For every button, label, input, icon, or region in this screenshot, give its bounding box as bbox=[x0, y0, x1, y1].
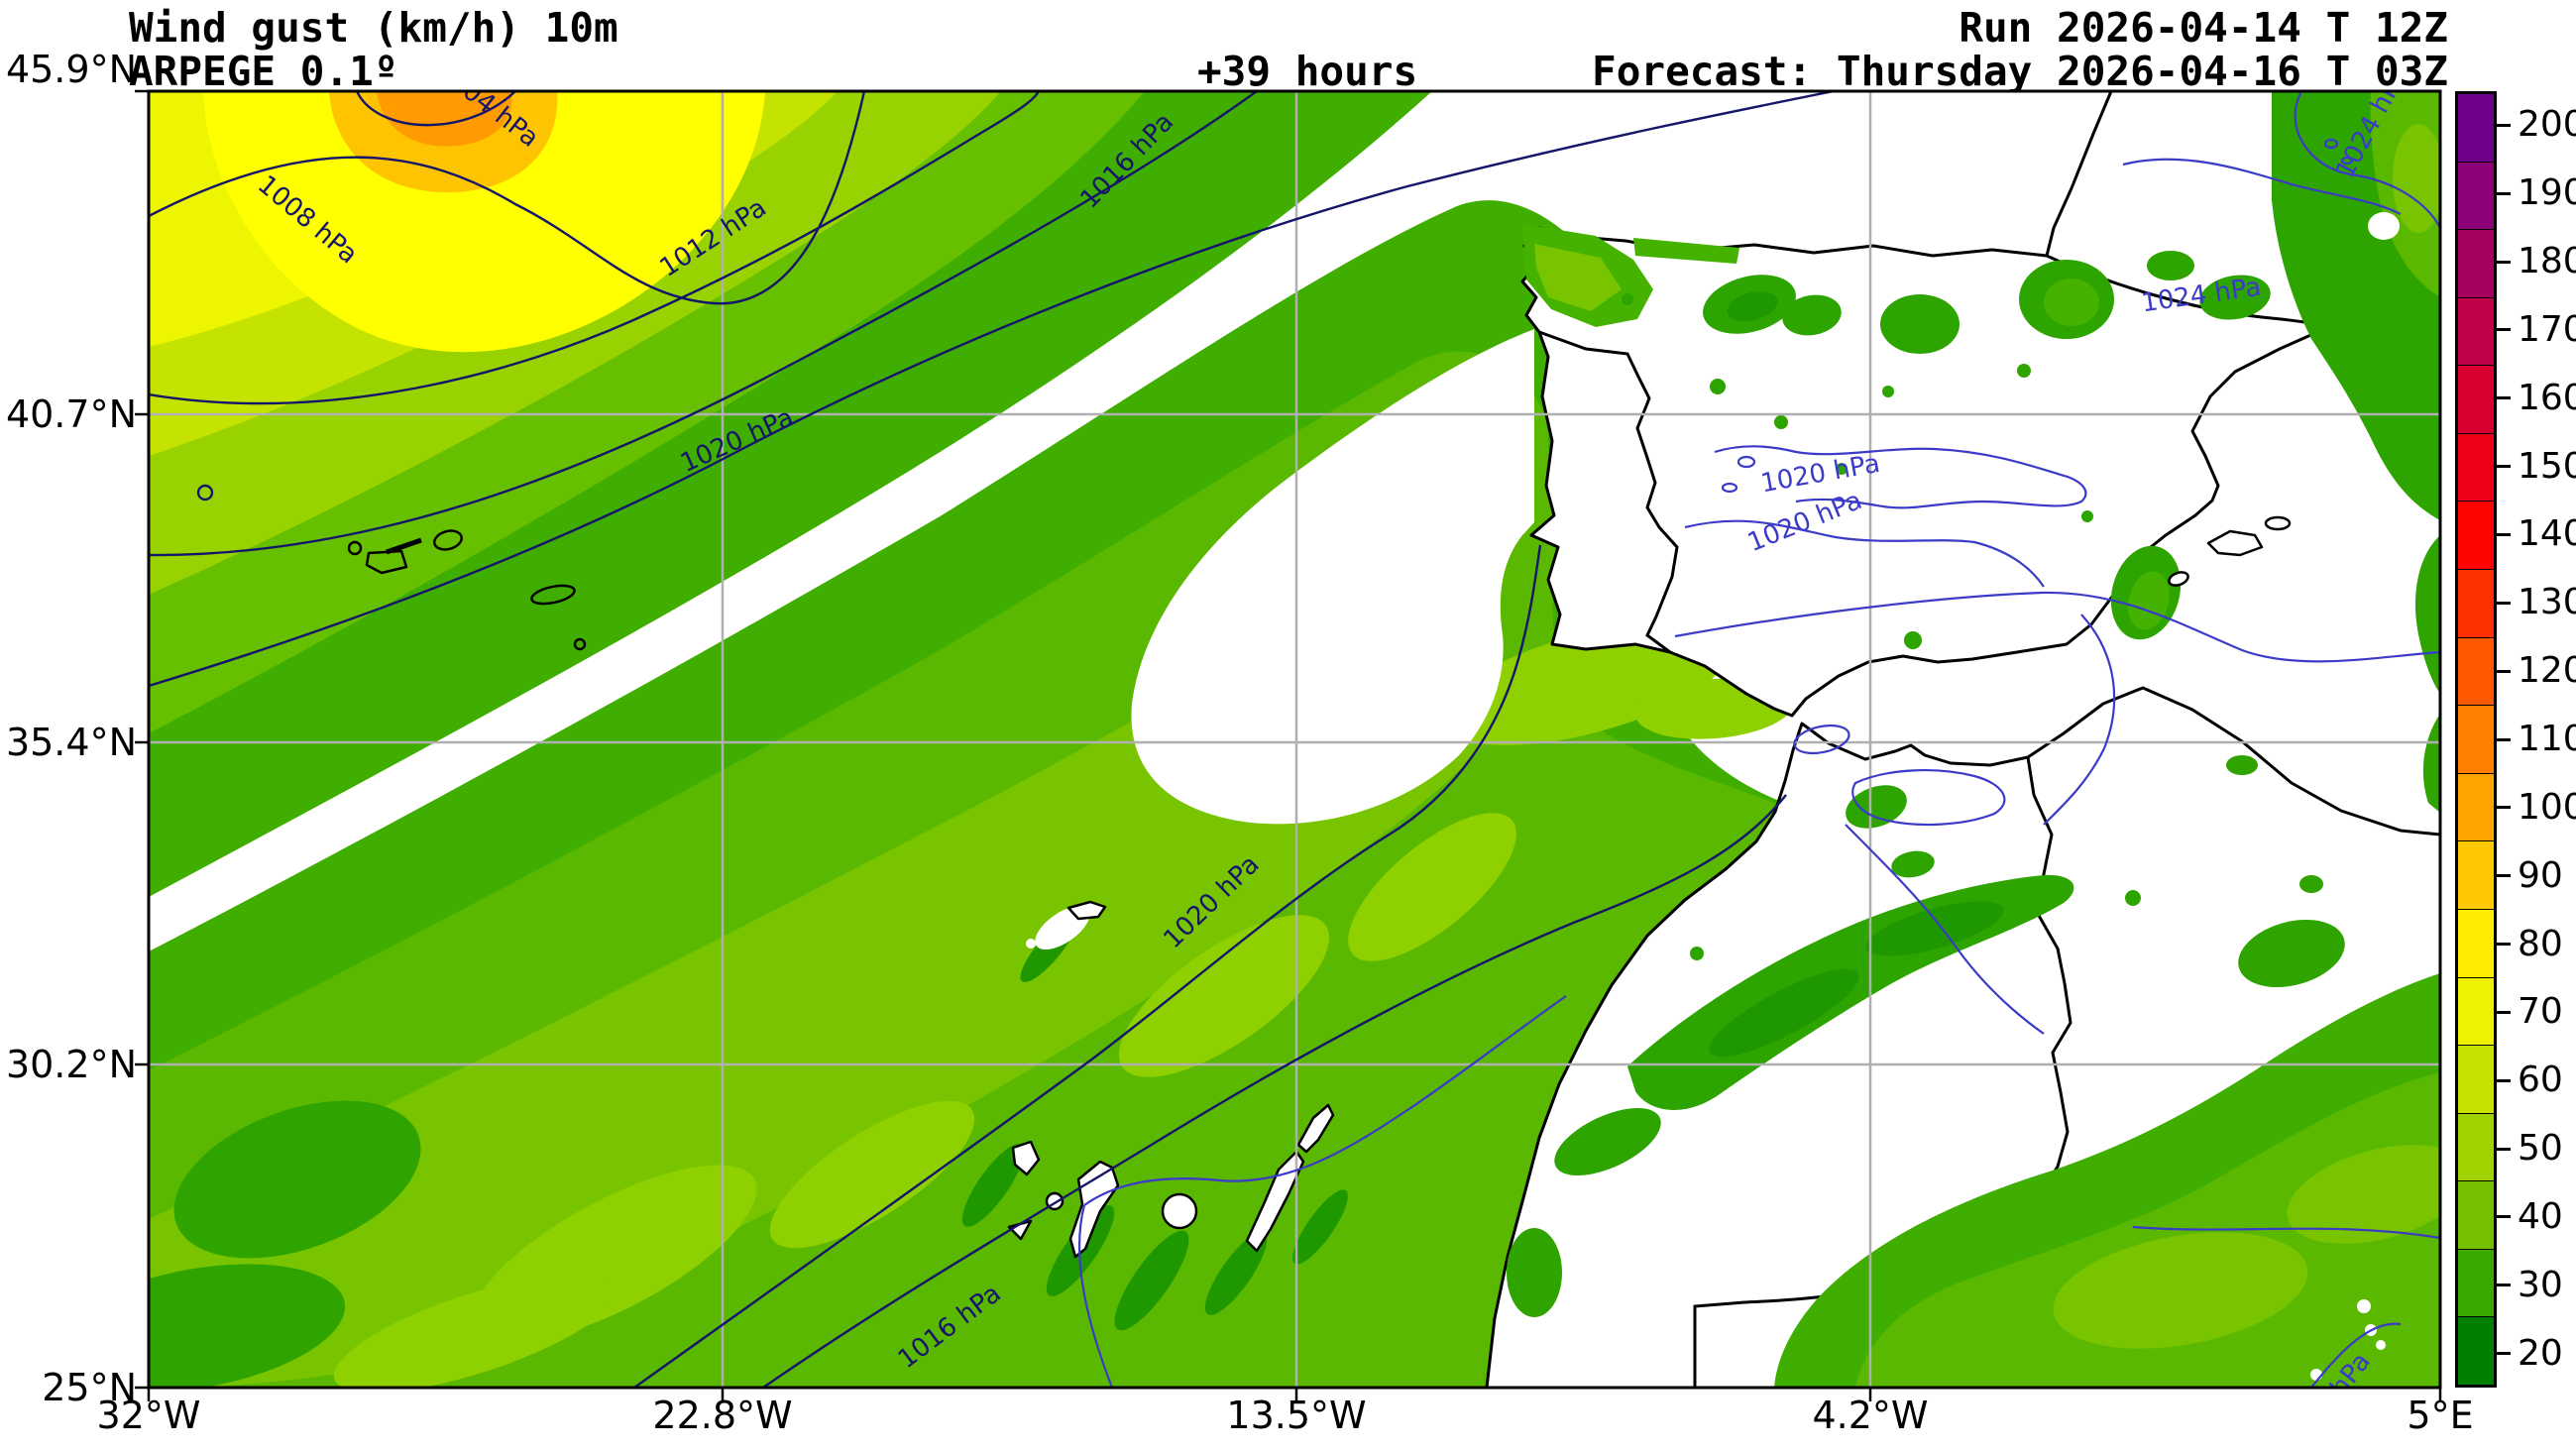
colorbar-tick-label: 130 bbox=[2518, 582, 2576, 623]
colorbar-band bbox=[2458, 569, 2494, 637]
colorbar-tick-label: 160 bbox=[2518, 377, 2576, 418]
colorbar-band bbox=[2458, 772, 2494, 841]
x-tick-label: 22.8°W bbox=[652, 1394, 793, 1437]
forecast-lead-time: +39 hours bbox=[1197, 48, 1418, 95]
colorbar-tick-label: 120 bbox=[2518, 650, 2576, 692]
colorbar-tick bbox=[2497, 396, 2511, 400]
colorbar-tick-label: 20 bbox=[2518, 1332, 2563, 1374]
madeira-island bbox=[1066, 900, 1107, 921]
colorbar-tick-label: 60 bbox=[2518, 1060, 2563, 1101]
colorbar-band bbox=[2458, 501, 2494, 570]
colorbar-tick bbox=[2497, 465, 2511, 469]
colorbar-tick bbox=[2497, 1284, 2511, 1287]
axis-ticks bbox=[135, 89, 2442, 1401]
x-tick-label: 32°W bbox=[96, 1394, 201, 1437]
balearic-menorca bbox=[2264, 515, 2292, 531]
colorbar-tick-label: 30 bbox=[2518, 1264, 2563, 1305]
graticule bbox=[149, 91, 2440, 1388]
colorbar-band bbox=[2458, 705, 2494, 773]
colorbar-tick bbox=[2497, 737, 2511, 741]
model-name: ARPEGE 0.1º bbox=[129, 48, 398, 95]
colorbar-band bbox=[2458, 432, 2494, 502]
colorbar-tick-label: 180 bbox=[2518, 241, 2576, 282]
colorbar-tick bbox=[2497, 1215, 2511, 1219]
isobars-sea bbox=[149, 91, 1835, 1388]
colorbar-band bbox=[2458, 365, 2494, 433]
colorbar-tick-label: 40 bbox=[2518, 1195, 2563, 1237]
colorbar-band bbox=[2458, 1248, 2494, 1317]
colorbar-band bbox=[2458, 908, 2494, 977]
y-tick-label: 35.4°N bbox=[5, 721, 137, 764]
y-tick-label: 25°N bbox=[42, 1366, 137, 1409]
colorbar-tick bbox=[2497, 874, 2511, 878]
page-title: Wind gust (km/h) 10m bbox=[129, 4, 618, 52]
colorbar-tick bbox=[2497, 1147, 2511, 1151]
valid-timestamp: Forecast: Thursday 2026-04-16 T 03Z bbox=[1592, 48, 2448, 95]
colorbar-tick bbox=[2497, 532, 2511, 536]
colorbar-band bbox=[2458, 296, 2494, 366]
canary-gran-canaria bbox=[1161, 1192, 1198, 1230]
colorbar-band bbox=[2458, 840, 2494, 909]
colorbar-tick bbox=[2497, 191, 2511, 195]
colorbar-band bbox=[2458, 1316, 2494, 1385]
colorbar-band bbox=[2458, 94, 2494, 162]
y-tick-label: 40.7°N bbox=[5, 392, 137, 436]
balearic-mallorca bbox=[2206, 529, 2264, 557]
colorbar-tick-label: 200 bbox=[2518, 104, 2576, 146]
border-portugal-spain bbox=[1538, 330, 1679, 654]
colorbar-tick bbox=[2497, 1078, 2511, 1082]
azores-island bbox=[530, 584, 576, 606]
colorbar-tick bbox=[2497, 260, 2511, 264]
x-tick-label: 4.2°W bbox=[1812, 1394, 1929, 1437]
colorbar-tick bbox=[2497, 669, 2511, 673]
colorbar-band bbox=[2458, 161, 2494, 230]
colorbar-band bbox=[2458, 976, 2494, 1046]
y-tick-label: 30.2°N bbox=[5, 1043, 137, 1086]
x-tick-label: 5°E bbox=[2407, 1394, 2474, 1437]
azores-island bbox=[573, 637, 587, 651]
azores-island bbox=[386, 537, 422, 555]
islands bbox=[347, 515, 2292, 1259]
colorbar-band bbox=[2458, 1112, 2494, 1181]
colorbar-band bbox=[2458, 1180, 2494, 1249]
balearic-ibiza bbox=[2168, 571, 2189, 587]
colorbar-tick bbox=[2497, 123, 2511, 127]
colorbar bbox=[2455, 91, 2497, 1388]
colorbar-tick bbox=[2497, 601, 2511, 605]
canary-la-palma bbox=[1011, 1140, 1041, 1176]
isobars-land bbox=[1077, 91, 2440, 1388]
colorbar-tick-label: 100 bbox=[2518, 786, 2576, 828]
colorbar-tick-label: 150 bbox=[2518, 445, 2576, 487]
colorbar-tick bbox=[2497, 1010, 2511, 1014]
run-timestamp: Run 2026-04-14 T 12Z bbox=[1959, 4, 2448, 52]
x-tick-label: 13.5°W bbox=[1226, 1394, 1367, 1437]
colorbar-tick-label: 80 bbox=[2518, 923, 2563, 964]
azores-island bbox=[433, 529, 463, 551]
map-content: 1004 hPa 1008 hPa 1012 hPa 1016 hPa 1020… bbox=[149, 91, 2440, 1388]
colorbar-band bbox=[2458, 229, 2494, 297]
colorbar-tick-label: 70 bbox=[2518, 991, 2563, 1033]
colorbar-tick-label: 140 bbox=[2518, 513, 2576, 555]
canary-fuerteventura bbox=[1245, 1150, 1305, 1253]
colorbar-tick-label: 170 bbox=[2518, 308, 2576, 350]
map-frame bbox=[147, 89, 2442, 1390]
colorbar-tick-label: 110 bbox=[2518, 719, 2576, 759]
colorbar-tick bbox=[2497, 1352, 2511, 1356]
colorbar-tick bbox=[2497, 943, 2511, 947]
colorbar-band bbox=[2458, 1045, 2494, 1113]
canary-lanzarote bbox=[1296, 1103, 1335, 1154]
y-tick-label: 45.9°N bbox=[5, 48, 137, 91]
colorbar-band bbox=[2458, 636, 2494, 706]
colorbar-tick-label: 50 bbox=[2518, 1128, 2563, 1170]
azores-island bbox=[347, 540, 363, 556]
colorbar-tick bbox=[2497, 806, 2511, 810]
colorbar-tick bbox=[2497, 328, 2511, 332]
colorbar-tick-label: 90 bbox=[2518, 854, 2563, 896]
colorbar-tick-label: 190 bbox=[2518, 172, 2576, 214]
